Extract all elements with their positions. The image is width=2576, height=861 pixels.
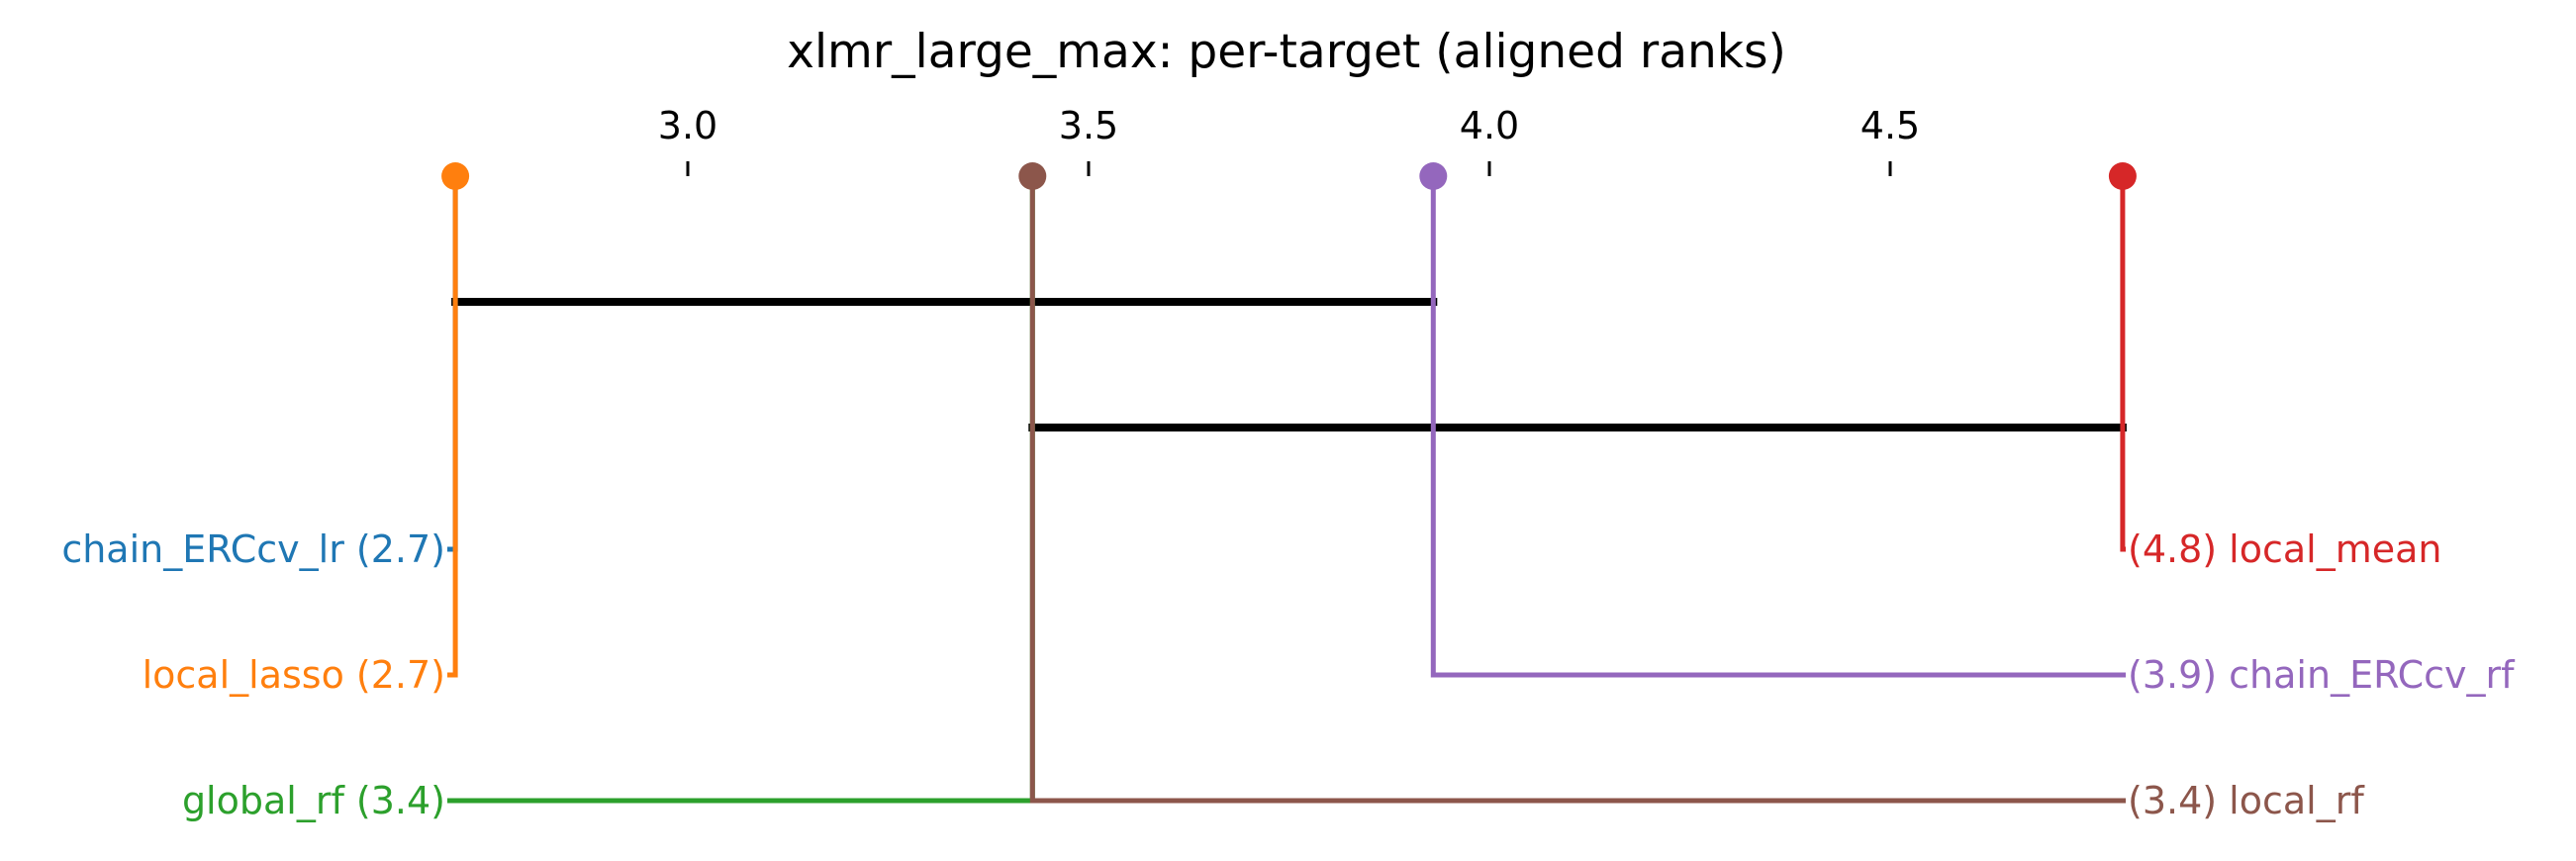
method-stems bbox=[447, 176, 2126, 804]
tick-label: 4.5 bbox=[1860, 104, 1920, 147]
method-labels: chain_ERCcv_lr (2.7) local_lasso (2.7) glo… bbox=[61, 527, 2516, 822]
method-label: (3.9) chain_ERCcv_rf bbox=[2128, 653, 2516, 697]
rank-axis: 3.0 3.5 4.0 4.5 bbox=[658, 104, 1920, 176]
method-stem bbox=[1430, 176, 2126, 678]
method-stem bbox=[2120, 176, 2126, 552]
tick-label: 3.0 bbox=[658, 104, 717, 147]
method-label: global_rf (3.4) bbox=[182, 779, 445, 822]
rank-marker bbox=[441, 162, 470, 190]
rank-marker bbox=[2108, 162, 2137, 190]
chart-title: xlmr_large_max: per-target (aligned rank… bbox=[787, 25, 1786, 79]
clique-bars bbox=[451, 298, 2127, 431]
method-stem bbox=[1029, 176, 2126, 804]
rank-marker bbox=[1018, 162, 1047, 190]
method-label: (4.8) local_mean bbox=[2128, 527, 2441, 571]
method-stem bbox=[447, 176, 1035, 804]
method-stem bbox=[447, 176, 458, 678]
rank-markers bbox=[441, 162, 2137, 190]
rank-marker bbox=[1419, 162, 1448, 190]
method-label: (3.4) local_rf bbox=[2128, 779, 2365, 822]
method-label: chain_ERCcv_lr (2.7) bbox=[61, 527, 445, 571]
method-label: local_lasso (2.7) bbox=[143, 653, 445, 697]
tick-label: 4.0 bbox=[1460, 104, 1519, 147]
tick-label: 3.5 bbox=[1059, 104, 1118, 147]
